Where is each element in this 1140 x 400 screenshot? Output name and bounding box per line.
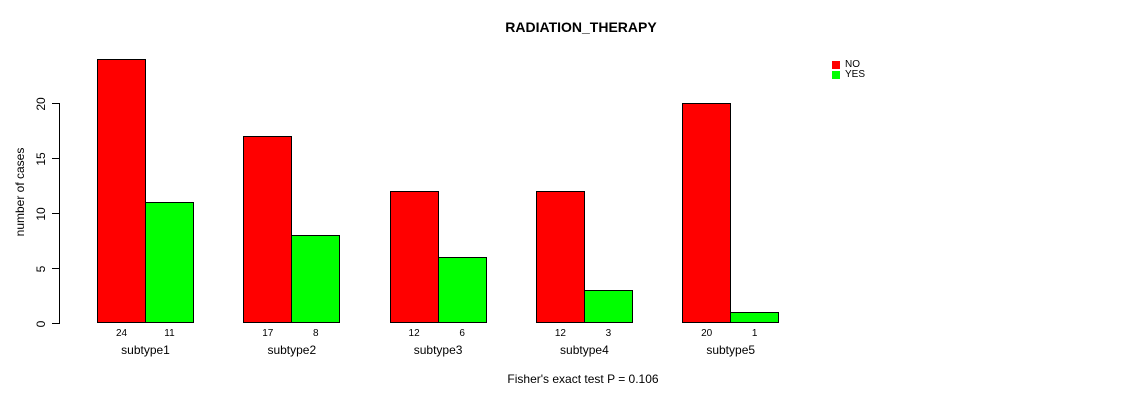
- bar-yes-subtype2: [291, 235, 341, 323]
- bar-value-label: 24: [115, 328, 128, 339]
- legend-swatch-yes: [832, 70, 840, 79]
- bar-no-subtype1: [97, 59, 146, 323]
- legend: NO YES: [832, 59, 866, 80]
- y-axis-tick-label: 15: [34, 151, 48, 166]
- bar-yes-subtype4: [583, 290, 633, 323]
- bar-value-label: 6: [459, 328, 465, 339]
- y-axis-tick-label: 20: [34, 96, 48, 111]
- bar-value-label: 8: [313, 328, 319, 339]
- bar-yes-subtype1: [145, 202, 194, 323]
- category-label-subtype5: subtype5: [706, 343, 756, 357]
- y-axis-tick-label: 0: [34, 320, 48, 327]
- legend-row-no: NO: [832, 59, 865, 70]
- y-axis-tick: [52, 268, 60, 269]
- bar-no-subtype2: [243, 136, 293, 323]
- bar-value-label: 3: [605, 328, 612, 339]
- bar-value-label: 1: [751, 328, 758, 339]
- y-axis-tick: [52, 323, 60, 324]
- category-label-subtype3: subtype3: [413, 343, 463, 357]
- y-axis-tick-label: 5: [34, 265, 48, 272]
- y-axis-tick: [52, 213, 60, 214]
- fisher-test-caption: Fisher's exact test P = 0.106: [507, 372, 659, 386]
- category-label-subtype4: subtype4: [560, 343, 609, 357]
- category-label-subtype1: subtype1: [121, 343, 170, 357]
- bar-value-label: 12: [554, 328, 566, 339]
- bar-yes-subtype5: [730, 312, 780, 323]
- bar-no-subtype3: [389, 191, 439, 323]
- y-axis-tick-label: 10: [34, 206, 48, 221]
- legend-row-yes: YES: [832, 69, 866, 80]
- bar-value-label: 11: [164, 328, 175, 339]
- bar-yes-subtype3: [437, 257, 487, 323]
- legend-label: YES: [845, 69, 866, 80]
- legend-label: NO: [845, 59, 860, 70]
- category-label-subtype2: subtype2: [267, 343, 317, 357]
- y-axis-tick: [52, 103, 60, 104]
- bar-value-label: 17: [262, 328, 274, 339]
- chart-title: RADIATION_THERAPY: [505, 19, 657, 35]
- y-axis-title: number of cases: [13, 147, 27, 237]
- bar-value-label: 12: [408, 328, 420, 339]
- y-axis-tick: [52, 158, 60, 159]
- legend-swatch-no: [832, 60, 840, 69]
- bar-no-subtype4: [535, 191, 585, 323]
- bar-no-subtype5: [682, 103, 732, 323]
- bar-value-label: 20: [701, 328, 713, 339]
